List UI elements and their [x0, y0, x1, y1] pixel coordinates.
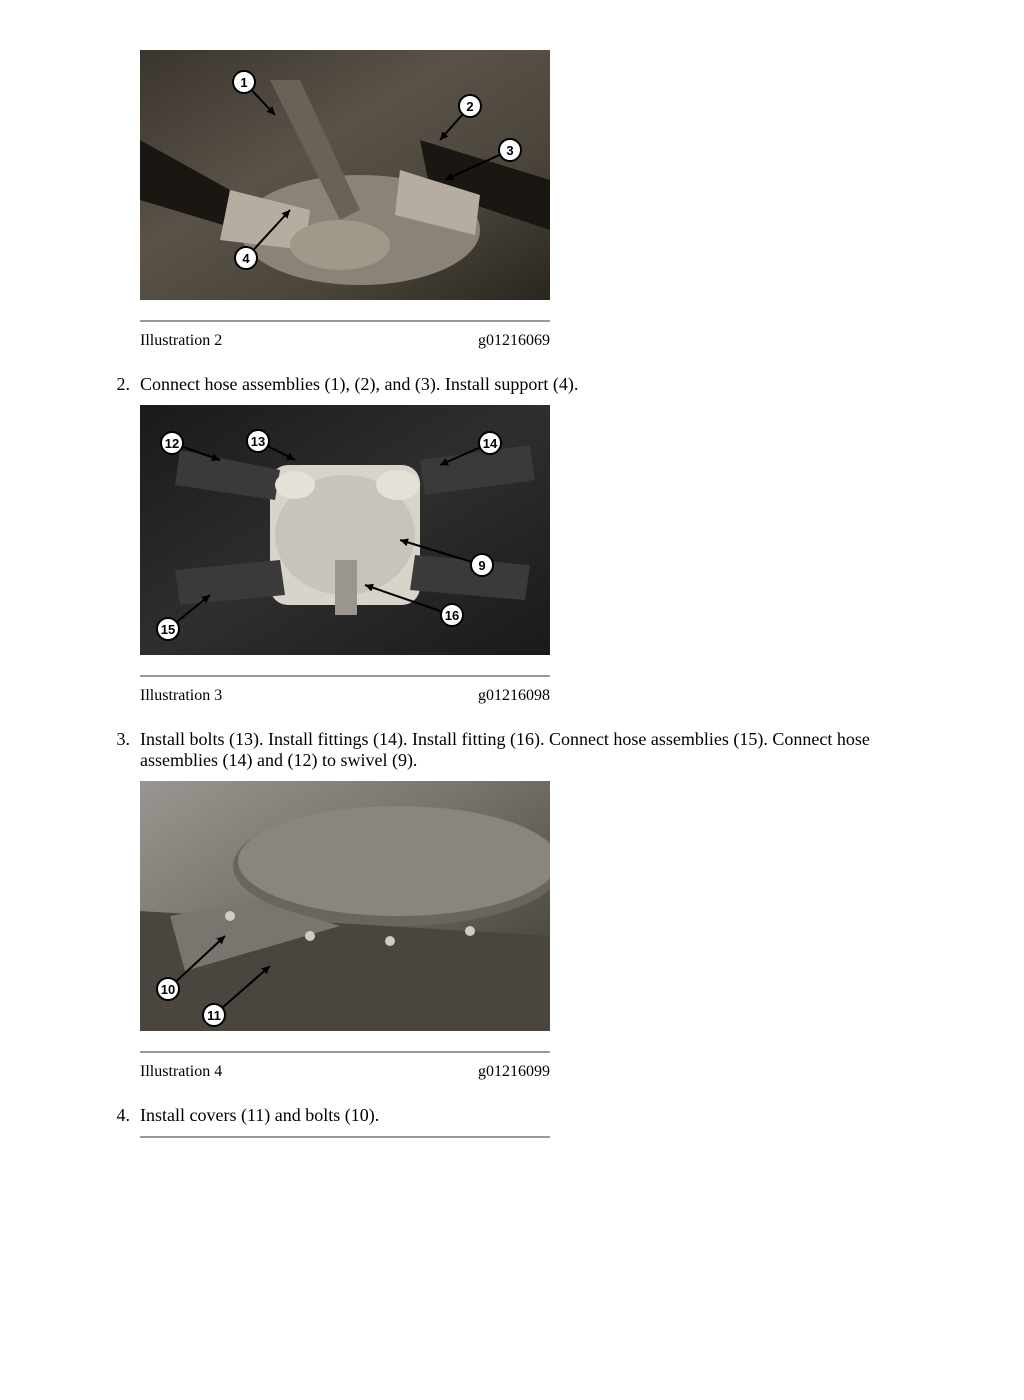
divider — [140, 1136, 550, 1138]
callout-label: 3 — [498, 138, 522, 162]
photo-illustration-4 — [140, 781, 550, 1031]
divider — [140, 675, 550, 677]
caption-left: Illustration 3 — [140, 687, 222, 705]
figure-image-3: 12 13 14 9 16 15 — [140, 405, 550, 655]
caption-right: g01216099 — [478, 1063, 550, 1081]
callout-label: 12 — [160, 431, 184, 455]
caption-right: g01216098 — [478, 687, 550, 705]
callout-label: 2 — [458, 94, 482, 118]
callout-label: 15 — [156, 617, 180, 641]
figure-image-2: 1 23 4 — [140, 50, 550, 300]
divider — [140, 1051, 550, 1053]
callout-label: 10 — [156, 977, 180, 1001]
step-number: 4. — [90, 1105, 140, 1126]
step-number: 3. — [90, 729, 140, 771]
step-3: 3. Install bolts (13). Install fittings … — [90, 729, 934, 771]
caption-row: Illustration 2 g01216069 — [140, 332, 550, 350]
callout-label: 9 — [470, 553, 494, 577]
step-number: 2. — [90, 374, 140, 395]
callout-label: 1 — [232, 70, 256, 94]
caption-right: g01216069 — [478, 332, 550, 350]
caption-left: Illustration 4 — [140, 1063, 222, 1081]
caption-row: Illustration 3 g01216098 — [140, 687, 550, 705]
step-text: Install bolts (13). Install fittings (14… — [140, 729, 934, 771]
figure-image-4: 10 11 — [140, 781, 550, 1031]
step-4: 4. Install covers (11) and bolts (10). — [90, 1105, 934, 1126]
callout-label: 13 — [246, 429, 270, 453]
step-text: Install covers (11) and bolts (10). — [140, 1105, 934, 1126]
caption-left: Illustration 2 — [140, 332, 222, 350]
photo-illustration-2 — [140, 50, 550, 300]
callout-label: 16 — [440, 603, 464, 627]
callout-label: 4 — [234, 246, 258, 270]
divider — [140, 320, 550, 322]
callout-label: 14 — [478, 431, 502, 455]
figure-illustration-2: 1 23 4 Illustration 2 g01216069 — [140, 50, 550, 350]
caption-row: Illustration 4 g01216099 — [140, 1063, 550, 1081]
callout-label: 11 — [202, 1003, 226, 1027]
figure-illustration-4: 10 11 Illustration 4 g01216099 — [140, 781, 550, 1081]
figure-illustration-3: 12 13 14 9 16 15 Illustration 3 g01216098 — [140, 405, 550, 705]
trailing-divider-box — [140, 1136, 550, 1138]
step-2: 2. Connect hose assemblies (1), (2), and… — [90, 374, 934, 395]
step-text: Connect hose assemblies (1), (2), and (3… — [140, 374, 934, 395]
